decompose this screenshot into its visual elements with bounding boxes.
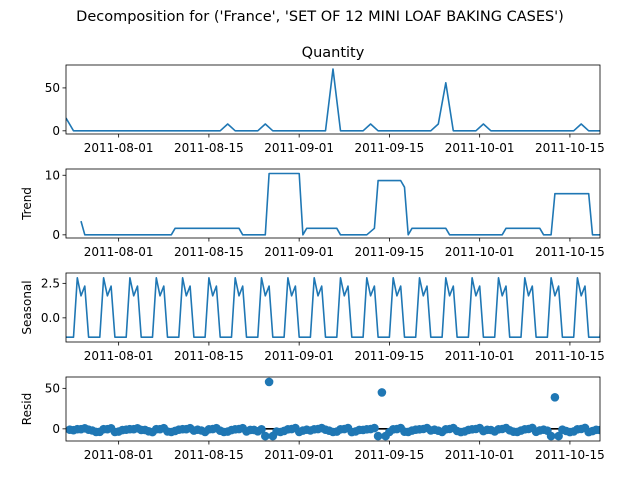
- observed-axes-frame: [65, 64, 601, 135]
- resid-xtick-label: 2011-10-01: [445, 448, 515, 462]
- observed-xtick-label: 2011-10-15: [535, 141, 605, 155]
- seasonal-xtick-label: 2011-09-15: [355, 349, 425, 363]
- resid-point: [261, 431, 270, 441]
- trend-ytick-label: 10: [45, 169, 60, 183]
- trend-plot-area: [80, 172, 600, 236]
- resid-plot-area: [66, 377, 600, 441]
- seasonal-ylabel: Seasonal: [20, 280, 34, 334]
- subplot-panels: 0 50 2011-08-01 2011-08-15 2011-09-01 2011-09…: [20, 45, 605, 462]
- seasonal-xtick-label: 2011-08-01: [84, 349, 154, 363]
- trend-axes-frame: [65, 168, 601, 239]
- resid-point: [554, 431, 563, 441]
- resid-point: [257, 425, 266, 434]
- trend-ylabel: Trend: [20, 187, 34, 221]
- panel-resid: 0 50 2011-08-01 2011-08-15 2011-09-01 2011-09…: [20, 376, 605, 462]
- seasonal-series-line: [66, 277, 600, 338]
- observed-ytick-label: 50: [45, 81, 60, 95]
- observed-xtick-label: 2011-08-15: [174, 141, 244, 155]
- panel-seasonal: 0.0 2.5 2011-08-01 2011-08-15 2011-09-01 2011…: [20, 272, 605, 363]
- trend-xtick-label: 2011-10-01: [445, 245, 515, 259]
- resid-point: [595, 425, 600, 435]
- resid-point: [373, 431, 383, 441]
- seasonal-xtick-label: 2011-10-15: [535, 349, 605, 363]
- resid-point: [377, 388, 387, 397]
- observed-xtick-label: 2011-09-01: [264, 141, 334, 155]
- observed-subplot-title: Quantity: [302, 45, 365, 61]
- observed-xtick-label: 2011-09-15: [355, 141, 425, 155]
- trend-xtick-label: 2011-08-15: [174, 245, 244, 259]
- seasonal-plot-area: [66, 277, 600, 338]
- observed-series-line: [66, 68, 600, 132]
- resid-axes-frame: [65, 376, 601, 442]
- resid-xtick-label: 2011-08-01: [84, 448, 154, 462]
- seasonal-ytick-label: 2.5: [41, 277, 60, 291]
- resid-point: [550, 393, 560, 402]
- seasonal-xtick-label: 2011-08-15: [174, 349, 244, 363]
- observed-xtick-label: 2011-08-01: [84, 141, 154, 155]
- resid-point: [546, 431, 556, 441]
- trend-ytick-label: 0: [52, 228, 60, 242]
- resid-xtick-label: 2011-08-15: [174, 448, 244, 462]
- trend-xtick-label: 2011-09-15: [355, 245, 425, 259]
- resid-xtick-label: 2011-09-01: [264, 448, 334, 462]
- seasonal-xtick-label: 2011-09-01: [264, 349, 334, 363]
- trend-series-line: [80, 172, 600, 236]
- observed-plot-area: [66, 68, 600, 132]
- resid-point: [370, 423, 379, 433]
- resid-point: [264, 377, 274, 387]
- observed-xtick-label: 2011-10-01: [445, 141, 515, 155]
- resid-ytick-label: 0: [52, 422, 60, 436]
- resid-ylabel: Resid: [20, 393, 34, 425]
- trend-xtick-label: 2011-09-01: [264, 245, 334, 259]
- trend-xtick-label: 2011-10-15: [535, 245, 605, 259]
- observed-ytick-label: 0: [52, 124, 60, 138]
- resid-ytick-label: 50: [45, 382, 60, 396]
- seasonal-axes-frame: [65, 272, 601, 343]
- resid-xtick-label: 2011-10-15: [535, 448, 605, 462]
- seasonal-xtick-label: 2011-10-01: [445, 349, 515, 363]
- panel-trend: 0 10 2011-08-01 2011-08-15 2011-09-01 2011-09…: [20, 168, 605, 259]
- resid-xtick-label: 2011-09-15: [355, 448, 425, 462]
- panel-observed: 0 50 2011-08-01 2011-08-15 2011-09-01 2011-09…: [45, 45, 605, 155]
- seasonal-ytick-label: 0.0: [41, 311, 60, 325]
- trend-xtick-label: 2011-08-01: [84, 245, 154, 259]
- figure-title: Decomposition for ('France', 'SET OF 12 …: [76, 9, 564, 25]
